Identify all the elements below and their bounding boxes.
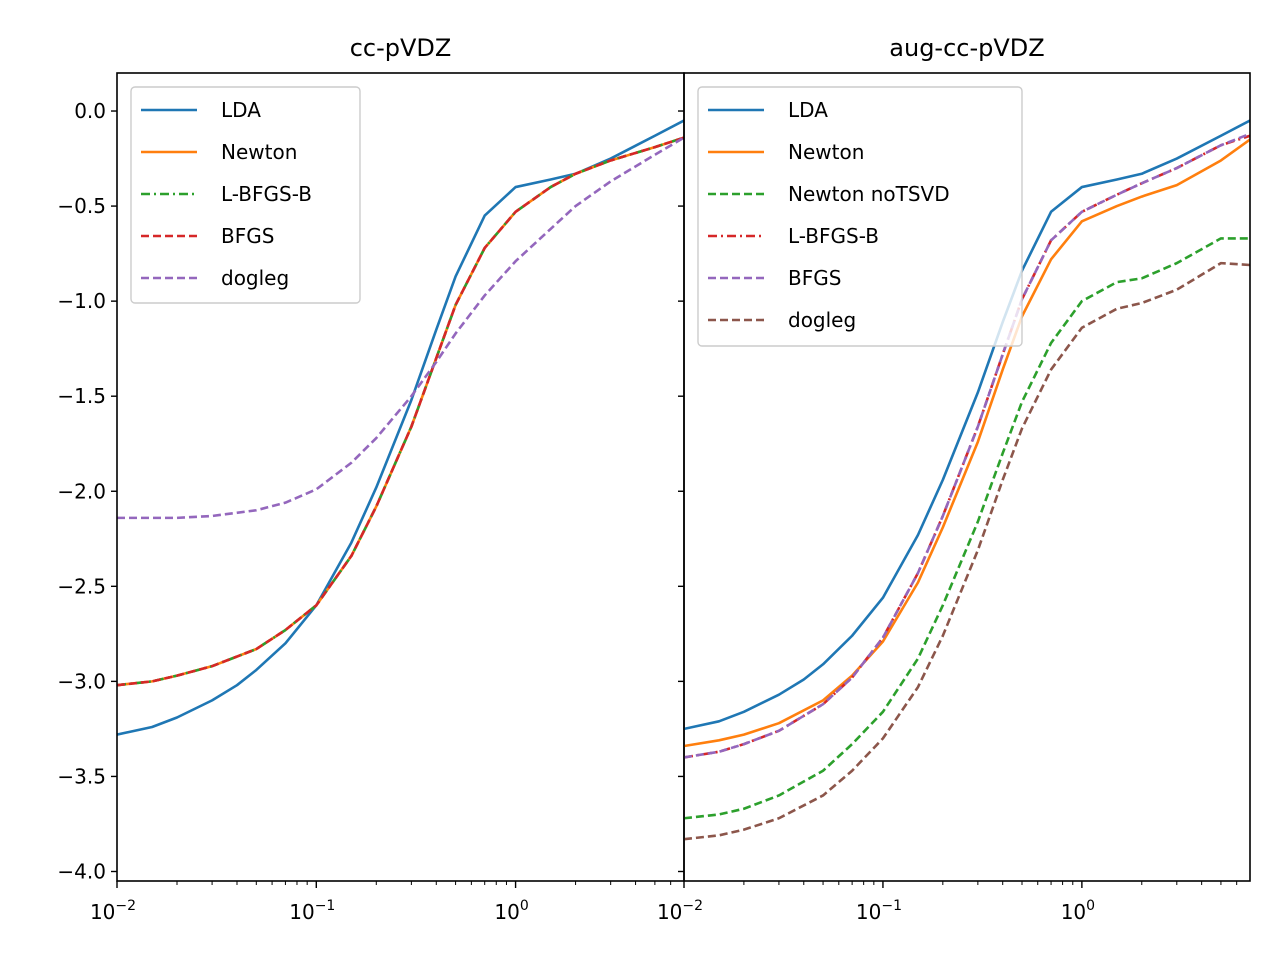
- legend: LDA Newton Newton noTSVD L-BFGS-B BFGS dogleg: [697, 86, 1023, 347]
- series-line: [684, 237, 1250, 820]
- y-tick-label: 0.0: [74, 99, 106, 123]
- legend-label: dogleg: [788, 308, 856, 332]
- legend-label: dogleg: [221, 266, 289, 290]
- legend-box: [130, 86, 361, 304]
- legend-label: L-BFGS-B: [221, 182, 312, 206]
- x-tick-label: 10−1: [856, 898, 902, 924]
- x-tick-label: 10−1: [289, 898, 335, 924]
- y-axis: [678, 110, 684, 873]
- series-line: [684, 138, 1250, 748]
- legend-label: BFGS: [221, 224, 274, 248]
- series-line: [684, 132, 1250, 759]
- x-tick-label: 10−2: [657, 898, 703, 924]
- y-tick-label: −2.5: [57, 574, 106, 598]
- legend-box: [697, 86, 1023, 347]
- series-line: [117, 136, 684, 520]
- y-tick-label: −3.0: [57, 669, 106, 693]
- plot-lines: [684, 119, 1250, 841]
- legend-label: Newton: [221, 140, 297, 164]
- x-tick-label: 100: [1061, 898, 1095, 924]
- axes-frame: [683, 72, 1251, 882]
- y-tick-label: −1.5: [57, 384, 106, 408]
- legend-label: LDA: [221, 98, 261, 122]
- y-tick-label: −1.0: [57, 289, 106, 313]
- panel-title: cc-pVDZ: [350, 34, 452, 62]
- y-tick-label: −0.5: [57, 194, 106, 218]
- legend-label: LDA: [788, 98, 828, 122]
- y-tick-label: −4.0: [57, 859, 106, 883]
- legend-label: BFGS: [788, 266, 841, 290]
- y-axis: 0.0 −0.5 −1.0 −1.5 −2.0 −2.5 −3.0 −3.5 −4.0: [57, 99, 117, 883]
- x-tick-label: 100: [494, 898, 528, 924]
- legend-label: Newton: [788, 140, 864, 164]
- series-line: [117, 136, 684, 687]
- plot-lines: [117, 119, 684, 736]
- panel-title: aug-cc-pVDZ: [889, 34, 1044, 62]
- series-line: [684, 119, 1250, 731]
- panel-aug-cc-pvdz: aug-cc-pVDZ 10−2 10−1 100 LDA Newton Newton …: [657, 34, 1251, 924]
- y-tick-label: −3.5: [57, 764, 106, 788]
- legend-label: Newton noTSVD: [788, 182, 950, 206]
- panel-cc-pvdz: cc-pVDZ 0.0 −0.5 −1.0 −1.5 −2.0 −2.5 −3.0 −3.5 −…: [57, 34, 685, 924]
- legend-label: L-BFGS-B: [788, 224, 879, 248]
- y-tick-label: −2.0: [57, 479, 106, 503]
- x-axis: 10−2 10−1 100: [657, 881, 1238, 924]
- x-axis: 10−2 10−1 100: [90, 881, 672, 924]
- series-line: [684, 261, 1250, 841]
- x-tick-label: 10−2: [90, 898, 136, 924]
- legend: LDA Newton L-BFGS-B BFGS dogleg: [130, 86, 361, 304]
